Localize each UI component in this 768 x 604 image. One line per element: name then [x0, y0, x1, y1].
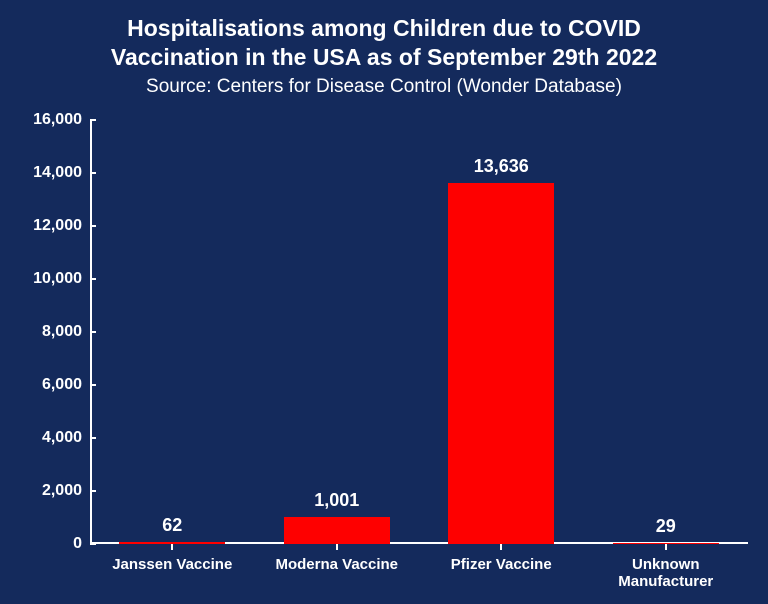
y-tick-label: 0 [73, 535, 82, 553]
y-tick-label: 6,000 [42, 376, 82, 394]
y-tick-label: 8,000 [42, 323, 82, 341]
bar-value-label: 62 [162, 515, 182, 536]
chart-subtitle: Source: Centers for Disease Control (Won… [0, 76, 768, 98]
x-tick-mark [665, 544, 667, 550]
bar-value-label: 1,001 [314, 490, 359, 511]
chart-container: Hospitalisations among Children due to C… [0, 0, 768, 604]
x-tick-label: Moderna Vaccine [275, 556, 398, 573]
bar-value-label: 13,636 [474, 156, 529, 177]
y-tick-label: 10,000 [33, 270, 82, 288]
x-tick-mark [171, 544, 173, 550]
title-block: Hospitalisations among Children due to C… [0, 0, 768, 98]
bar-group: 13,636 [448, 183, 554, 544]
y-tick-label: 12,000 [33, 217, 82, 235]
chart-title-line1: Hospitalisations among Children due to C… [0, 14, 768, 43]
bar [284, 517, 390, 544]
y-tick-label: 16,000 [33, 111, 82, 129]
bar-group: 1,001 [284, 517, 390, 544]
x-tick-label: UnknownManufacturer [618, 556, 713, 591]
y-tick-label: 14,000 [33, 164, 82, 182]
y-tick-label: 2,000 [42, 482, 82, 500]
bar-value-label: 29 [656, 516, 676, 537]
x-tick-label: Pfizer Vaccine [451, 556, 552, 573]
chart-title-line2: Vaccination in the USA as of September 2… [0, 43, 768, 72]
x-tick-label: Janssen Vaccine [112, 556, 232, 573]
x-tick-mark [500, 544, 502, 550]
x-tick-mark [336, 544, 338, 550]
plot-area: 02,0004,0006,0008,00010,00012,00014,0001… [90, 120, 748, 544]
bar [448, 183, 554, 544]
bars-container: 62 1,001 13,636 29 [90, 120, 748, 544]
y-tick-label: 4,000 [42, 429, 82, 447]
